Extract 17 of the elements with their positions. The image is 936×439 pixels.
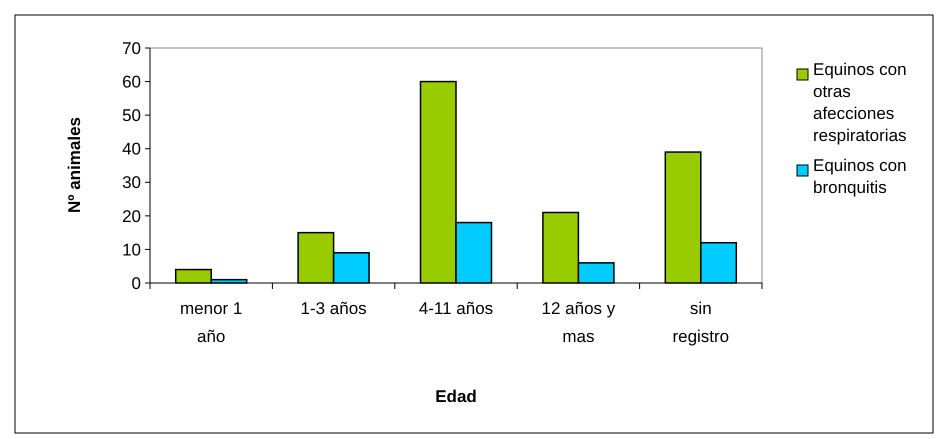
y-tick-label: 60 — [122, 72, 141, 92]
legend-label: Equinos con otras afecciones respiratorias — [813, 60, 907, 145]
x-tick-label: 1-3 años — [300, 299, 367, 318]
x-tick-label: 4-11 años — [418, 299, 494, 318]
y-tick-label: 0 — [132, 274, 141, 293]
x-tick-label: sin registro — [672, 299, 730, 346]
y-tick-label: 30 — [122, 173, 141, 192]
x-axis-title: Edad — [435, 387, 477, 406]
y-tick-label: 10 — [122, 240, 141, 260]
legend-label: Equinos con bronquitis — [813, 156, 907, 197]
y-tick-label: 40 — [122, 140, 141, 159]
y-tick-label: 70 — [122, 38, 141, 58]
x-tick-label: 12 años y mas — [542, 299, 616, 346]
y-axis-title: Nº animales — [65, 117, 84, 213]
y-tick-label: 20 — [122, 206, 141, 226]
x-tick-label: menor 1 año — [180, 299, 242, 346]
y-tick-label: 50 — [122, 106, 141, 126]
